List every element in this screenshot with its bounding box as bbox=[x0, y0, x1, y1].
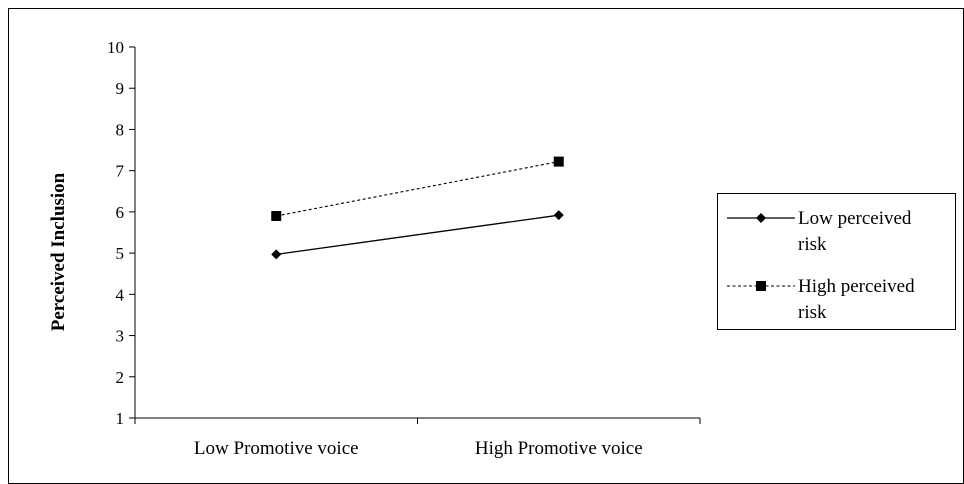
y-tick-label: 8 bbox=[116, 120, 125, 139]
y-tick-label: 10 bbox=[107, 38, 124, 57]
y-axis-ticks: 1 2 3 4 5 6 7 8 9 10 bbox=[107, 38, 135, 428]
legend-label-line1: High perceived bbox=[798, 276, 915, 297]
legend-square-marker bbox=[756, 281, 766, 291]
y-tick-label: 6 bbox=[116, 203, 125, 222]
x-axis-ticks: Low Promotive voice High Promotive voice bbox=[134, 418, 701, 459]
series-line-low-perceived-risk bbox=[276, 214, 559, 255]
data-point-high-perceived-risk bbox=[271, 211, 282, 222]
y-tick-label: 3 bbox=[116, 327, 125, 346]
legend-label-line1: Low perceived bbox=[798, 208, 912, 229]
y-tick-label: 2 bbox=[116, 368, 125, 387]
legend: Low perceived risk High perceived risk bbox=[717, 193, 956, 330]
y-tick-label: 5 bbox=[116, 244, 125, 263]
x-tick-label: Low Promotive voice bbox=[194, 438, 359, 459]
y-tick-label: 7 bbox=[116, 162, 125, 181]
y-axis-label: Perceived Inclusion bbox=[48, 172, 69, 331]
legend-box bbox=[717, 193, 956, 330]
y-tick-label: 1 bbox=[116, 409, 125, 428]
legend-entry-high-perceived-risk: High perceived risk bbox=[727, 276, 915, 323]
data-point-low-perceived-risk bbox=[553, 210, 564, 221]
legend-entry-low-perceived-risk: Low perceived risk bbox=[727, 208, 912, 255]
series-line-high-perceived-risk bbox=[276, 161, 559, 217]
legend-label-line2: risk bbox=[798, 302, 827, 323]
y-tick-label: 9 bbox=[116, 79, 125, 98]
series-layer bbox=[271, 156, 564, 260]
y-tick-label: 4 bbox=[116, 285, 125, 304]
x-tick-label: High Promotive voice bbox=[475, 438, 643, 459]
legend-diamond-marker bbox=[756, 213, 766, 223]
data-point-low-perceived-risk bbox=[271, 249, 282, 260]
data-point-high-perceived-risk bbox=[553, 156, 564, 167]
legend-label-line2: risk bbox=[798, 234, 827, 255]
